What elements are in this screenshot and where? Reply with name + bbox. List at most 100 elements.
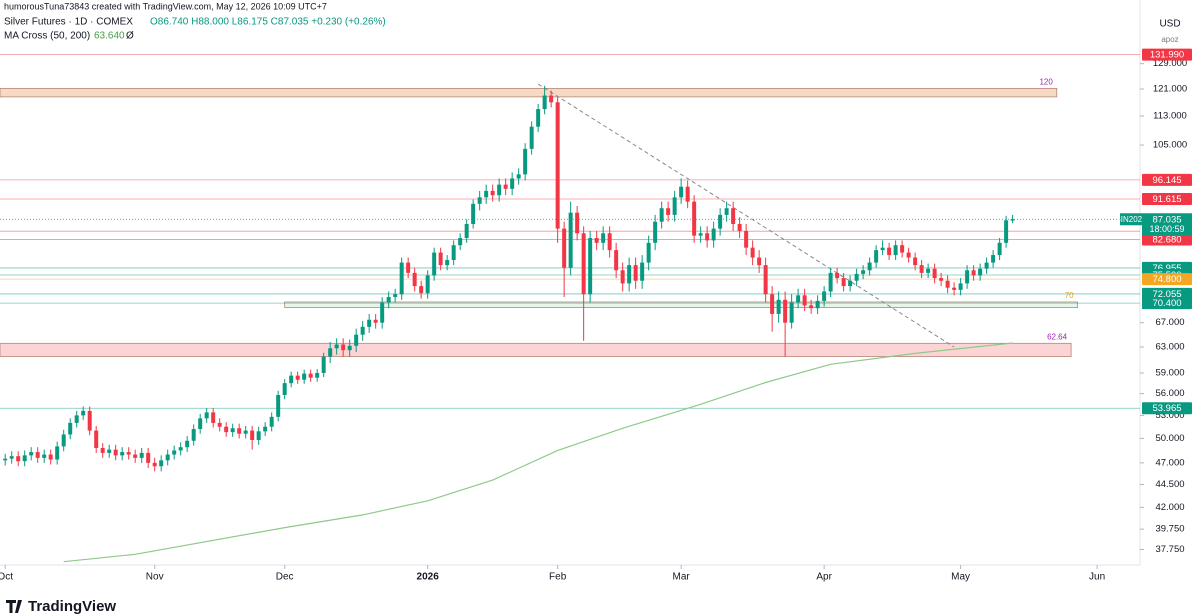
candle-body (997, 242, 1002, 256)
countdown: 18:00:59 (1149, 224, 1184, 234)
candle-body (848, 280, 853, 287)
candle-body (289, 375, 294, 384)
candle-body (217, 422, 222, 427)
candle-body (347, 345, 352, 351)
symbol-tag: SIN2026 (1115, 215, 1147, 224)
y-tick-label: 121.000 (1153, 84, 1187, 95)
candle-body (152, 462, 157, 467)
symbol-tag-bg (1120, 213, 1142, 226)
candle-body (711, 228, 716, 241)
candle-body (913, 257, 918, 266)
zone (284, 301, 1078, 308)
level-label: 70.400 (1152, 298, 1181, 309)
candle-body (425, 275, 430, 294)
y-tick-label: 67.000 (1155, 317, 1184, 328)
candle-body (835, 272, 840, 279)
candle-body (393, 294, 398, 297)
candle-body (724, 208, 729, 215)
candle-body (42, 454, 47, 458)
candle-body (523, 148, 528, 175)
candle-body (614, 250, 619, 271)
x-tick-label: May (951, 572, 970, 583)
candle-body (575, 212, 580, 234)
x-tick-label: Jun (1089, 572, 1105, 583)
candle-body (822, 291, 827, 301)
candle-body (341, 344, 346, 351)
candle-body (692, 201, 697, 236)
candle-body (321, 356, 326, 373)
indicator-flag: Ø (126, 31, 134, 42)
candle-body (185, 440, 190, 448)
candle-body (672, 197, 677, 215)
y-tick-label: 105.000 (1153, 140, 1187, 151)
candle-body (237, 428, 242, 434)
candle-body (367, 319, 372, 327)
candle-body (744, 230, 749, 248)
candle-body (536, 109, 541, 127)
candle-body (61, 434, 66, 447)
candle-body (224, 426, 229, 433)
indicator-name: MA Cross (50, 200) (4, 31, 90, 42)
ohlc: O86.740 H88.000 L86.175 C87.035 +0.230 (… (150, 17, 386, 28)
credit: humorousTuna73843 created with TradingVi… (4, 1, 327, 11)
candle-body (113, 449, 118, 456)
candle-body (620, 270, 625, 284)
candle-body (230, 428, 235, 433)
candle-body (783, 299, 788, 323)
candle-body (81, 410, 86, 416)
candle-body (971, 270, 976, 276)
currency[interactable]: USD (1159, 19, 1180, 30)
candle-body (328, 348, 333, 357)
candle-body (828, 272, 833, 292)
candle-body (334, 344, 339, 349)
candle-body (159, 460, 164, 467)
candle-body (731, 208, 736, 224)
level-tag (1142, 233, 1192, 246)
candle-body (906, 252, 911, 258)
y-tick-label: 39.750 (1155, 524, 1184, 535)
candle-body (646, 242, 651, 263)
candle-body (139, 452, 144, 458)
logo (6, 600, 22, 613)
plot-area: 120 70 62.64 (0, 54, 1140, 563)
candle-body (594, 238, 599, 243)
level-tag (1142, 273, 1192, 286)
x-tick-label: Dec (276, 572, 294, 583)
candle-body (776, 299, 781, 314)
candle-body (48, 454, 53, 460)
level-tag (1142, 402, 1192, 415)
candle-body (451, 245, 456, 261)
candle-body (809, 305, 814, 309)
x-tick-label: Oct (0, 572, 13, 583)
candle-body (789, 302, 794, 323)
symbol: Silver Futures · 1D · COMEX (4, 17, 133, 28)
level-tag (1142, 297, 1192, 310)
candle-body (737, 223, 742, 231)
x-tick-label: Mar (673, 572, 691, 583)
candle-body (406, 262, 411, 273)
candle-body (607, 233, 612, 251)
candle-body (165, 454, 170, 461)
zone-label: 120 (1039, 77, 1053, 86)
y-tick-label: 113.000 (1153, 111, 1187, 122)
trendline (537, 83, 955, 348)
candle-body (490, 190, 495, 196)
candle-body (464, 223, 469, 239)
axes: 37.750 39.750 42.000 44.500 47.000 50.000 53.0… (0, 48, 1192, 583)
candle-body (679, 186, 684, 198)
brand: TradingView (28, 598, 116, 615)
candle-body (477, 197, 482, 204)
level-tag (1142, 48, 1192, 61)
candle-body (276, 395, 281, 417)
candle-body (1010, 219, 1015, 221)
candle-body (978, 268, 983, 276)
candle-body (633, 265, 638, 281)
candle-body (256, 431, 261, 440)
level-label: 74.800 (1152, 274, 1181, 285)
candle-body (529, 126, 534, 149)
candle-body (458, 238, 463, 246)
candle-body (419, 286, 424, 294)
candle-body (627, 265, 632, 284)
level-label: 53.965 (1152, 403, 1181, 414)
